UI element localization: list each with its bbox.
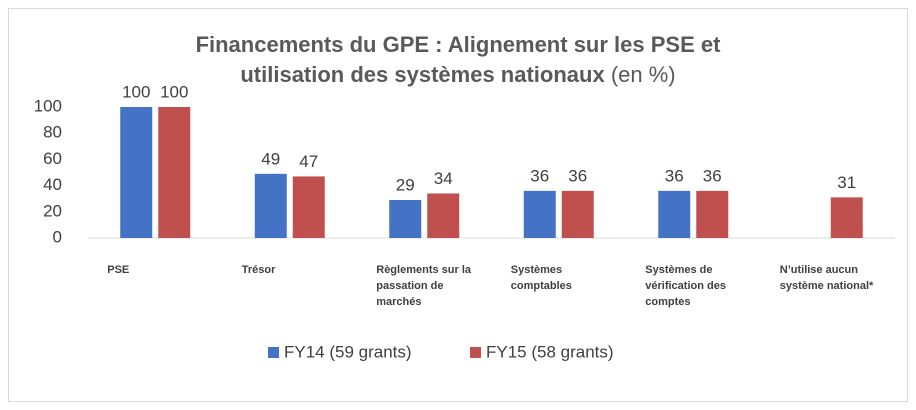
legend-swatch bbox=[470, 347, 481, 358]
x-tick-label: Systèmes de vérification des comptes bbox=[645, 264, 726, 308]
y-tick-label: 20 bbox=[43, 201, 62, 220]
bar bbox=[523, 190, 556, 238]
data-label: 36 bbox=[568, 166, 587, 185]
legend-label: FY14 (59 grants) bbox=[284, 342, 412, 361]
y-tick-label: 60 bbox=[43, 149, 62, 168]
data-label: 36 bbox=[530, 166, 549, 185]
data-label: 36 bbox=[703, 166, 722, 185]
data-label: 29 bbox=[396, 175, 415, 194]
bar bbox=[254, 173, 287, 238]
data-label: 100 bbox=[160, 82, 188, 101]
chart-title: Financements du GPE : Alignement sur les… bbox=[195, 32, 721, 87]
data-label: 100 bbox=[122, 82, 150, 101]
bar bbox=[158, 107, 191, 238]
legend-swatch bbox=[268, 347, 279, 358]
y-tick-label: 0 bbox=[53, 227, 62, 246]
x-tick-label: Règlements sur la passation de marchés bbox=[376, 264, 472, 308]
y-tick-label: 80 bbox=[43, 123, 62, 142]
bar bbox=[427, 193, 460, 238]
data-label: 31 bbox=[837, 173, 856, 192]
chart-subtitle: (en %) bbox=[610, 62, 676, 87]
bar bbox=[292, 176, 325, 238]
x-tick-label: PSE bbox=[107, 264, 130, 276]
data-label: 49 bbox=[261, 149, 280, 168]
bar bbox=[658, 190, 691, 238]
x-tick-label: Systèmes comptables bbox=[510, 264, 572, 292]
legend-label: FY15 (58 grants) bbox=[486, 342, 614, 361]
chart-title-block: Financements du GPE : Alignement sur les… bbox=[148, 30, 768, 90]
data-label: 47 bbox=[299, 152, 318, 171]
bar bbox=[561, 190, 594, 238]
y-tick-label: 40 bbox=[43, 175, 62, 194]
data-label: 34 bbox=[434, 169, 453, 188]
bar bbox=[830, 197, 863, 238]
y-tick-label: 100 bbox=[34, 96, 62, 115]
bar bbox=[120, 107, 153, 238]
bar bbox=[389, 200, 422, 238]
bar bbox=[696, 190, 729, 238]
x-tick-label: N’utilise aucun système national* bbox=[779, 264, 874, 292]
data-label: 36 bbox=[665, 166, 684, 185]
x-tick-label: Trésor bbox=[241, 264, 276, 276]
